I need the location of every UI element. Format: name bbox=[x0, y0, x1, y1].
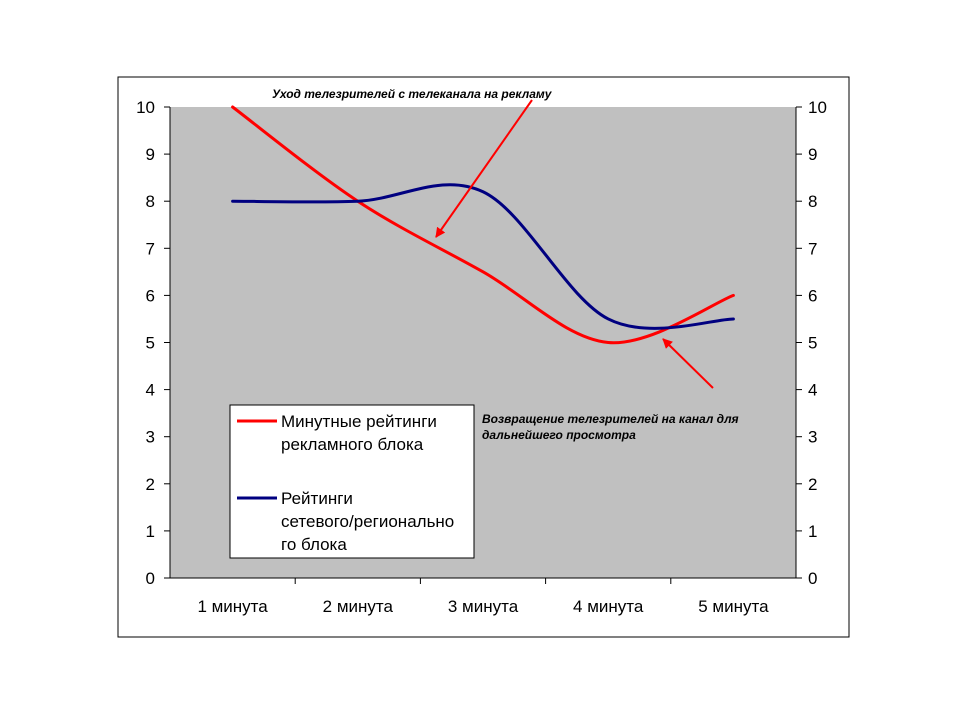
y-tick-label-right: 6 bbox=[808, 286, 817, 305]
legend-label-2: го блока bbox=[281, 535, 347, 554]
y-tick-label-left: 5 bbox=[146, 334, 155, 353]
legend-label-1: рекламного блока bbox=[281, 435, 424, 454]
y-tick-label-left: 0 bbox=[146, 569, 155, 588]
y-tick-label-left: 4 bbox=[146, 381, 155, 400]
annotation-arrow-1 bbox=[435, 99, 533, 238]
axis-ticks: 0 0 1 1 2 2 3 3 4 4 5 5 6 6 7 7 8 8 9 9 10 10 1 минута 2 минута… bbox=[136, 98, 827, 616]
annotation-text-2: Возвращение телезрителей на канал для bbox=[482, 412, 739, 426]
y-tick-label-right: 4 bbox=[808, 381, 817, 400]
legend: Минутные рейтинги рекламного блока Рейтинг… bbox=[229, 404, 475, 559]
y-tick-label-right: 2 bbox=[808, 475, 817, 494]
series-lines bbox=[231, 105, 735, 345]
annotation-arrow-2 bbox=[662, 338, 714, 389]
y-tick-label-left: 7 bbox=[146, 239, 155, 258]
annotation-text-1: Уход телезрителей с телеканала на реклам… bbox=[272, 87, 553, 101]
y-tick-label-left: 2 bbox=[146, 475, 155, 494]
x-tick-label: 1 минута bbox=[197, 597, 268, 616]
y-tick-label-left: 3 bbox=[146, 428, 155, 447]
y-tick-label-right: 7 bbox=[808, 239, 817, 258]
legend-label-1: Минутные рейтинги bbox=[281, 412, 437, 431]
legend-label-2: сетевого/регионально bbox=[281, 512, 454, 531]
y-tick-label-right: 3 bbox=[808, 428, 817, 447]
x-tick-label: 5 минута bbox=[698, 597, 769, 616]
annotation-text-2: дальнейшего просмотра bbox=[482, 428, 636, 442]
y-tick-label-left: 9 bbox=[146, 145, 155, 164]
series-line-2 bbox=[231, 183, 735, 330]
y-tick-label-left: 6 bbox=[146, 286, 155, 305]
legend-label-2: Рейтинги bbox=[281, 489, 353, 508]
annotations: Уход телезрителей с телеканала на реклам… bbox=[272, 87, 739, 442]
x-tick-label: 4 минута bbox=[573, 597, 644, 616]
y-tick-label-right: 9 bbox=[808, 145, 817, 164]
y-tick-label-left: 1 bbox=[146, 522, 155, 541]
y-tick-label-left: 8 bbox=[146, 192, 155, 211]
y-tick-label-right: 0 bbox=[808, 569, 817, 588]
y-tick-label-left: 10 bbox=[136, 98, 155, 117]
series-line-1 bbox=[231, 105, 735, 345]
x-tick-label: 2 минута bbox=[323, 597, 394, 616]
y-tick-label-right: 8 bbox=[808, 192, 817, 211]
legend-box bbox=[229, 404, 475, 559]
y-tick-label-right: 5 bbox=[808, 334, 817, 353]
x-tick-label: 3 минута bbox=[448, 597, 519, 616]
y-tick-label-right: 1 bbox=[808, 522, 817, 541]
y-tick-label-right: 10 bbox=[808, 98, 827, 117]
